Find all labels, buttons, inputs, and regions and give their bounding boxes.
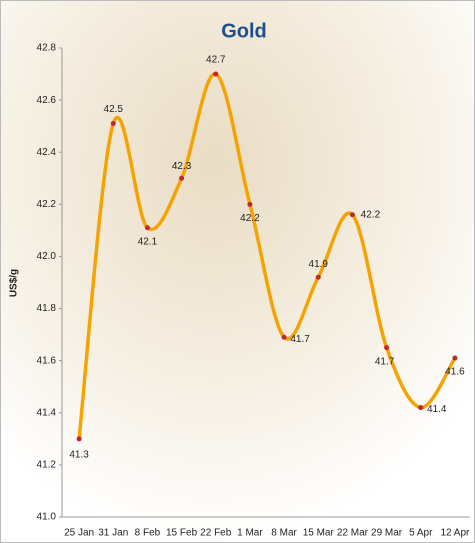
data-label: 41.6 bbox=[445, 367, 465, 378]
marker bbox=[281, 334, 287, 340]
marker bbox=[144, 225, 150, 231]
x-tick-label: 22 Feb bbox=[200, 528, 232, 539]
x-tick-label: 15 Feb bbox=[166, 528, 198, 539]
x-tick-label: 5 Apr bbox=[409, 528, 433, 539]
x-tick-label: 29 Mar bbox=[371, 528, 403, 539]
y-tick-label: 41.6 bbox=[37, 355, 57, 366]
y-tick-label: 41.8 bbox=[37, 303, 57, 314]
marker bbox=[247, 201, 253, 207]
chart-title: Gold bbox=[221, 20, 267, 42]
marker bbox=[179, 175, 185, 181]
x-tick-label: 31 Jan bbox=[98, 528, 128, 539]
data-label: 42.3 bbox=[172, 161, 192, 172]
y-tick-label: 42.2 bbox=[37, 199, 57, 210]
y-tick-label: 42.0 bbox=[37, 251, 57, 262]
data-label: 41.3 bbox=[69, 449, 89, 460]
x-tick-label: 8 Feb bbox=[135, 528, 161, 539]
y-tick-label: 41.2 bbox=[37, 460, 57, 471]
data-label: 42.2 bbox=[240, 213, 260, 224]
y-axis-label: US$/g bbox=[9, 269, 20, 297]
x-tick-label: 25 Jan bbox=[64, 528, 94, 539]
y-tick-label: 41.0 bbox=[37, 512, 57, 523]
marker bbox=[452, 355, 458, 361]
data-label: 42.1 bbox=[138, 236, 158, 247]
data-label: 42.2 bbox=[361, 209, 381, 220]
y-tick-label: 42.8 bbox=[37, 43, 57, 54]
marker bbox=[315, 274, 321, 280]
y-tick-label: 42.6 bbox=[37, 95, 57, 106]
data-label: 42.5 bbox=[104, 104, 124, 115]
x-tick-label: 12 Apr bbox=[440, 528, 470, 539]
y-tick-label: 41.4 bbox=[37, 407, 57, 418]
marker bbox=[110, 121, 116, 127]
x-tick-label: 22 Mar bbox=[337, 528, 369, 539]
x-tick-label: 1 Mar bbox=[237, 528, 263, 539]
data-label: 41.4 bbox=[427, 404, 447, 415]
marker bbox=[384, 345, 390, 351]
data-label: 41.7 bbox=[290, 334, 310, 345]
data-label: 41.9 bbox=[309, 259, 329, 270]
data-label: 41.7 bbox=[375, 356, 395, 367]
marker bbox=[349, 212, 355, 218]
x-tick-label: 15 Mar bbox=[303, 528, 335, 539]
y-tick-label: 42.4 bbox=[37, 147, 57, 158]
marker bbox=[213, 71, 219, 77]
x-tick-label: 8 Mar bbox=[271, 528, 297, 539]
marker bbox=[418, 405, 424, 411]
marker bbox=[76, 436, 82, 442]
data-label: 42.7 bbox=[206, 55, 226, 66]
